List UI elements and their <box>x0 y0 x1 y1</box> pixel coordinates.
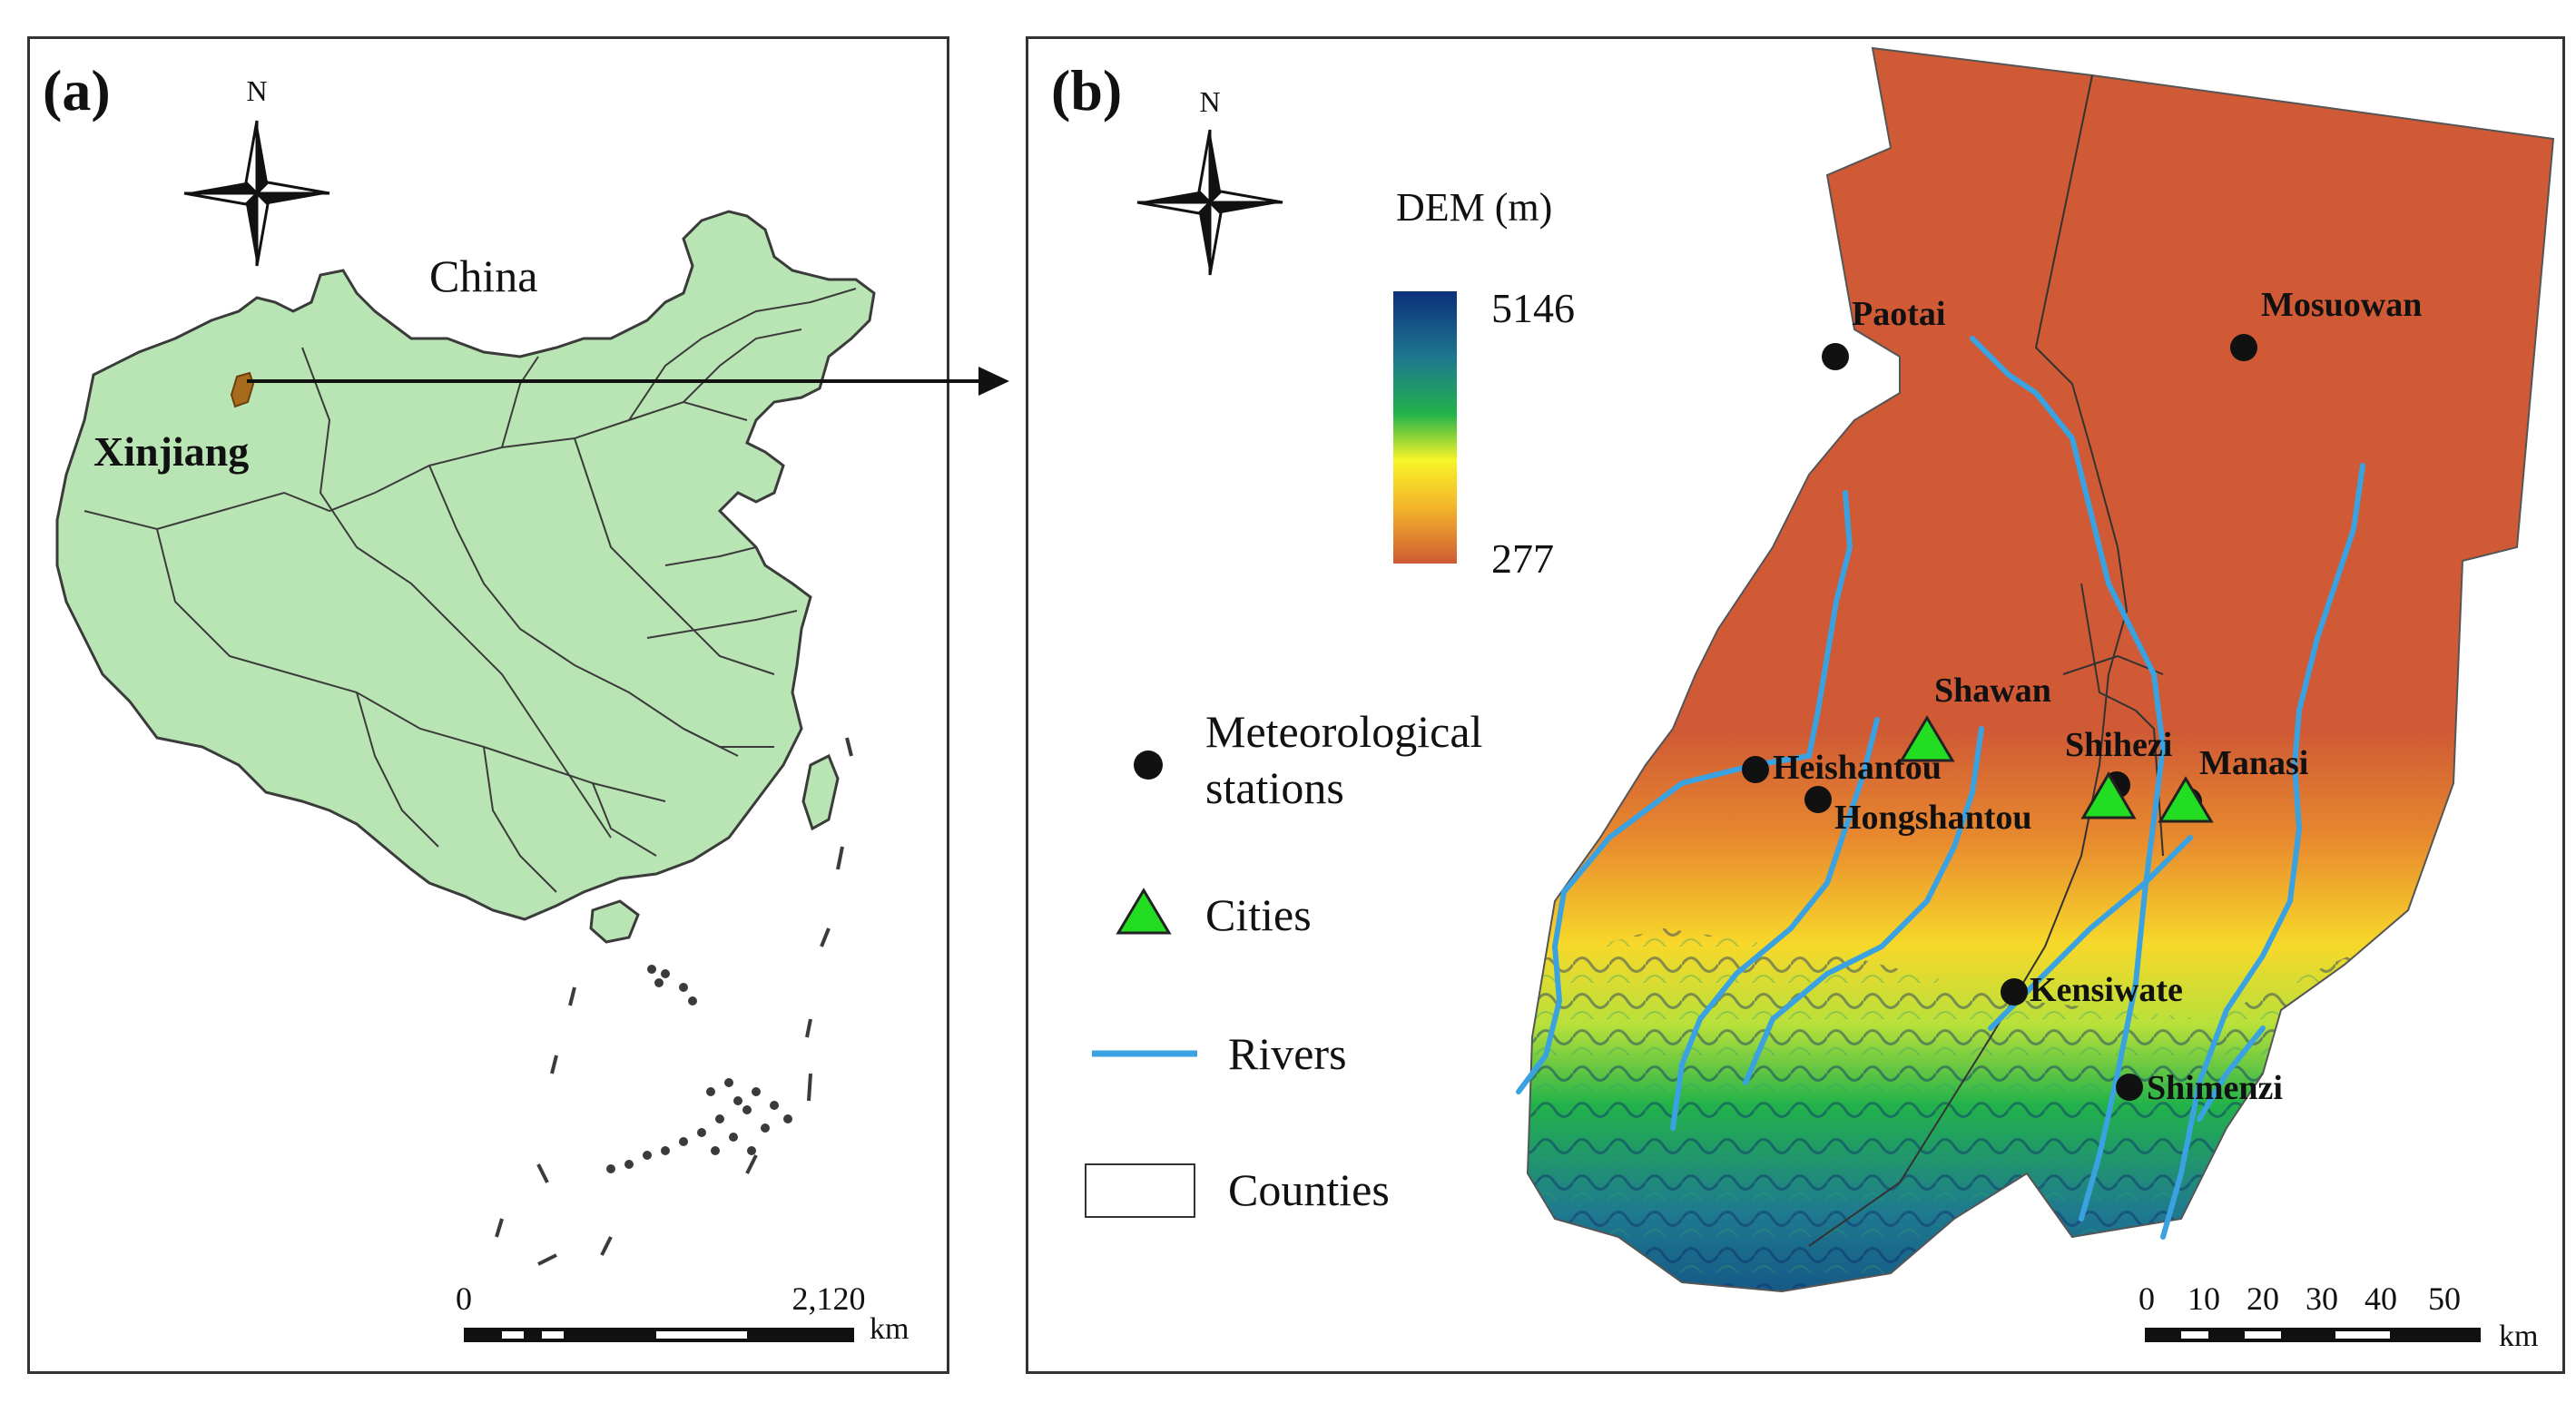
province-borders <box>84 288 857 893</box>
city-markers <box>1899 715 2214 823</box>
panel-a-label: (a) <box>43 58 111 123</box>
scale-bar-b <box>2145 1328 2481 1342</box>
dem-max: 5146 <box>1491 285 1575 331</box>
map-legend: Meteorological stations Cities Rivers Co… <box>1085 706 1482 1218</box>
station-heishantou <box>1742 756 1769 783</box>
station-paotai <box>1822 343 1849 370</box>
dem-title: DEM (m) <box>1396 185 1552 230</box>
legend-cities: Cities <box>1205 889 1312 940</box>
label-kensiwate: Kensiwate <box>2030 971 2183 1009</box>
legend-city-icon <box>1116 888 1172 935</box>
scale-bar-a <box>464 1328 854 1342</box>
china-map: (a) N <box>43 58 909 1346</box>
city-shihezi-icon <box>2080 771 2137 819</box>
station-shimenzi <box>2116 1074 2143 1101</box>
label-shihezi: Shihezi <box>2065 726 2172 764</box>
station-kensiwate <box>2001 978 2028 1006</box>
north-label-b: N <box>1199 85 1220 118</box>
dem-color-ramp <box>1393 291 1457 564</box>
study-area-map: (b) N DEM (m) 5146 277 <box>1051 46 2555 1353</box>
label-paotai: Paotai <box>1852 295 1945 333</box>
scale-b-tick-20: 20 <box>2247 1280 2279 1317</box>
label-shimenzi: Shimenzi <box>2147 1069 2283 1107</box>
south-china-sea-islands <box>495 737 853 1266</box>
legend-rivers: Rivers <box>1228 1028 1347 1079</box>
legend-stations-line1: Meteorological <box>1205 706 1482 757</box>
city-shawan-icon <box>1899 715 1955 762</box>
panel-a-china-overview: (a) N <box>27 36 949 1374</box>
station-hongshantou <box>1804 786 1832 813</box>
city-manasi-icon <box>2158 776 2214 823</box>
scale-b-tick-10: 10 <box>2188 1280 2220 1317</box>
xinjiang-label: Xinjiang <box>93 428 249 475</box>
legend-stations-line2: stations <box>1205 762 1344 813</box>
dem-min: 277 <box>1491 535 1554 582</box>
panel-b-study-area: (b) N DEM (m) 5146 277 <box>1026 36 2565 1374</box>
china-outline <box>55 210 876 921</box>
legend-counties: Counties <box>1228 1164 1390 1215</box>
scale-b-unit: km <box>2499 1320 2538 1353</box>
hainan-island <box>589 899 640 944</box>
scale-b-tick-30: 30 <box>2306 1280 2338 1317</box>
north-arrow-icon <box>1136 129 1283 276</box>
label-mosuowan: Mosuowan <box>2261 286 2422 324</box>
panel-b-label: (b) <box>1051 58 1122 123</box>
label-shawan: Shawan <box>1934 672 2051 710</box>
scale-a-end: 2,120 <box>792 1280 866 1317</box>
legend-county-icon <box>1085 1163 1195 1218</box>
label-hongshantou: Hongshantou <box>1834 799 2032 837</box>
legend-station-icon <box>1134 751 1163 780</box>
label-manasi: Manasi <box>2199 744 2308 782</box>
north-arrow-icon <box>183 120 330 267</box>
china-label: China <box>429 250 537 301</box>
scale-b-tick-40: 40 <box>2365 1280 2397 1317</box>
scale-b-tick-50: 50 <box>2428 1280 2461 1317</box>
taiwan-island <box>801 753 840 831</box>
scale-a-start: 0 <box>456 1280 472 1317</box>
north-label: N <box>246 74 267 107</box>
scale-b-tick-0: 0 <box>2138 1280 2155 1317</box>
station-mosuowan <box>2230 334 2257 361</box>
label-heishantou: Heishantou <box>1773 749 1942 787</box>
scale-a-unit: km <box>870 1312 909 1346</box>
